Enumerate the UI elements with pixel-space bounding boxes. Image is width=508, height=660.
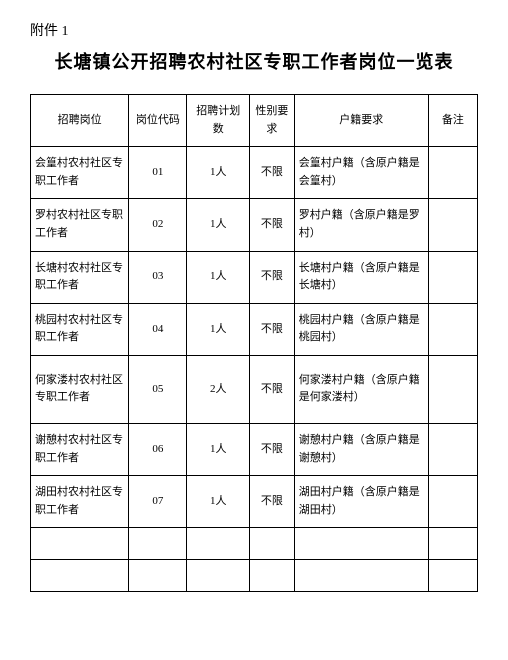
cell-code: 01: [129, 147, 187, 199]
table-row: 长塘村农村社区专职工作者031人不限长塘村户籍（含原户籍是长塘村）: [31, 251, 478, 303]
cell-empty: [129, 528, 187, 560]
cell-hukou: 会篁村户籍（含原户籍是会篁村）: [294, 147, 428, 199]
cell-empty: [428, 528, 477, 560]
positions-table: 招聘岗位 岗位代码 招聘计划数 性别要求 户籍要求 备注 会篁村农村社区专职工作…: [30, 94, 478, 592]
cell-hukou: 谢憩村户籍（含原户籍是谢憩村）: [294, 423, 428, 475]
table-row: 会篁村农村社区专职工作者011人不限会篁村户籍（含原户籍是会篁村）: [31, 147, 478, 199]
cell-empty: [294, 560, 428, 592]
cell-empty: [187, 528, 250, 560]
cell-remark: [428, 476, 477, 528]
cell-hukou: 罗村户籍（含原户籍是罗村）: [294, 199, 428, 251]
col-header-remark: 备注: [428, 95, 477, 147]
cell-empty: [129, 560, 187, 592]
cell-empty: [250, 528, 295, 560]
cell-code: 05: [129, 355, 187, 423]
table-row: 罗村农村社区专职工作者021人不限罗村户籍（含原户籍是罗村）: [31, 199, 478, 251]
cell-count: 1人: [187, 199, 250, 251]
cell-empty: [250, 560, 295, 592]
cell-gender: 不限: [250, 423, 295, 475]
cell-code: 02: [129, 199, 187, 251]
cell-hukou: 桃园村户籍（含原户籍是桃园村）: [294, 303, 428, 355]
table-row: 何家溇村农村社区专职工作者052人不限何家溇村户籍（含原户籍是何家溇村）: [31, 355, 478, 423]
cell-position: 何家溇村农村社区专职工作者: [31, 355, 129, 423]
cell-gender: 不限: [250, 199, 295, 251]
table-row-empty: [31, 528, 478, 560]
cell-count: 1人: [187, 476, 250, 528]
cell-count: 1人: [187, 303, 250, 355]
cell-code: 07: [129, 476, 187, 528]
table-row-empty: [31, 560, 478, 592]
cell-remark: [428, 423, 477, 475]
cell-hukou: 何家溇村户籍（含原户籍是何家溇村）: [294, 355, 428, 423]
table-row: 谢憩村农村社区专职工作者061人不限谢憩村户籍（含原户籍是谢憩村）: [31, 423, 478, 475]
cell-position: 桃园村农村社区专职工作者: [31, 303, 129, 355]
cell-remark: [428, 355, 477, 423]
cell-position: 会篁村农村社区专职工作者: [31, 147, 129, 199]
cell-empty: [31, 560, 129, 592]
cell-empty: [294, 528, 428, 560]
cell-remark: [428, 303, 477, 355]
cell-position: 湖田村农村社区专职工作者: [31, 476, 129, 528]
cell-remark: [428, 147, 477, 199]
col-header-code: 岗位代码: [129, 95, 187, 147]
cell-count: 2人: [187, 355, 250, 423]
cell-count: 1人: [187, 147, 250, 199]
page-title: 长塘镇公开招聘农村社区专职工作者岗位一览表: [30, 48, 478, 74]
cell-hukou: 湖田村户籍（含原户籍是湖田村）: [294, 476, 428, 528]
cell-gender: 不限: [250, 147, 295, 199]
cell-code: 03: [129, 251, 187, 303]
cell-count: 1人: [187, 423, 250, 475]
cell-gender: 不限: [250, 355, 295, 423]
cell-remark: [428, 251, 477, 303]
cell-position: 罗村农村社区专职工作者: [31, 199, 129, 251]
attachment-label: 附件 1: [30, 20, 478, 40]
cell-code: 04: [129, 303, 187, 355]
table-header-row: 招聘岗位 岗位代码 招聘计划数 性别要求 户籍要求 备注: [31, 95, 478, 147]
cell-gender: 不限: [250, 476, 295, 528]
table-row: 湖田村农村社区专职工作者071人不限湖田村户籍（含原户籍是湖田村）: [31, 476, 478, 528]
cell-gender: 不限: [250, 251, 295, 303]
cell-code: 06: [129, 423, 187, 475]
cell-count: 1人: [187, 251, 250, 303]
col-header-count: 招聘计划数: [187, 95, 250, 147]
cell-empty: [31, 528, 129, 560]
cell-position: 谢憩村农村社区专职工作者: [31, 423, 129, 475]
table-row: 桃园村农村社区专职工作者041人不限桃园村户籍（含原户籍是桃园村）: [31, 303, 478, 355]
col-header-gender: 性别要求: [250, 95, 295, 147]
cell-remark: [428, 199, 477, 251]
cell-empty: [187, 560, 250, 592]
col-header-position: 招聘岗位: [31, 95, 129, 147]
cell-hukou: 长塘村户籍（含原户籍是长塘村）: [294, 251, 428, 303]
cell-gender: 不限: [250, 303, 295, 355]
col-header-hukou: 户籍要求: [294, 95, 428, 147]
cell-position: 长塘村农村社区专职工作者: [31, 251, 129, 303]
cell-empty: [428, 560, 477, 592]
